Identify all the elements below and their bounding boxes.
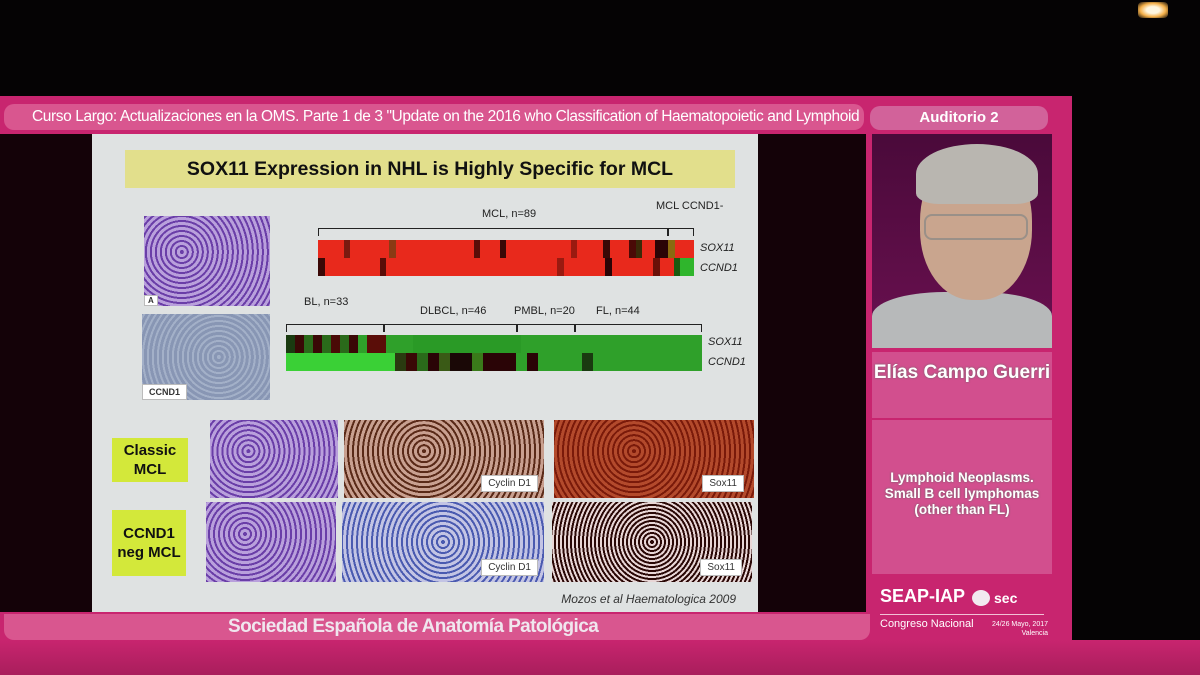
congress-label: Congreso Nacional	[880, 618, 974, 630]
group-label-mcl: MCL, n=89	[482, 208, 537, 220]
heatmap-mcl-sox11	[318, 240, 695, 258]
speaker-shirt	[872, 292, 1052, 348]
speaker-glasses	[924, 214, 1028, 240]
heatmap-mcl-ccnd1	[318, 258, 695, 276]
bracket-dlbcl	[384, 324, 517, 332]
screen-bottom-frame	[0, 640, 1200, 675]
room-label: Auditorio 2	[870, 106, 1048, 130]
micrograph-classic-he	[210, 420, 338, 498]
date-text: 24/26 Mayo, 2017	[991, 621, 1048, 628]
micrograph-he: A	[144, 216, 270, 306]
talk-topic: Lymphoid Neoplasms. Small B cell lymphom…	[872, 420, 1052, 574]
micrograph-classic-cyclin-d1: Cyclin D1	[344, 420, 544, 498]
bracket-mcl-ccnd1-neg	[668, 228, 694, 236]
gene-label-sox11: SOX11	[700, 242, 735, 254]
stain-label: Cyclin D1	[481, 475, 538, 492]
micrograph-neg-sox11: Sox11	[552, 502, 752, 582]
gene-label-ccnd1: CCND1	[708, 356, 746, 368]
group-label-pmbl: PMBL, n=20	[514, 305, 575, 317]
citation: Mozos et al Haematologica 2009	[561, 592, 736, 606]
micrograph-ccnd1: CCND1	[142, 314, 270, 400]
speaker-hair	[916, 144, 1038, 204]
congress-logo: SEAP-IAP sec Congreso Nacional 24/26 May…	[872, 580, 1052, 646]
micrograph-label: A	[144, 295, 158, 306]
speaker-panel: Elías Campo Guerri Lymphoid Neoplasms. S…	[868, 134, 1056, 644]
logo-sec: sec	[994, 590, 1018, 606]
bracket-bl	[286, 324, 384, 332]
micrograph-label: CCND1	[142, 384, 188, 400]
speaker-video	[872, 134, 1052, 348]
micrograph-neg-he	[206, 502, 336, 582]
course-title-bar: Curso Largo: Actualizaciones en la OMS. …	[4, 104, 864, 130]
stain-label: Sox11	[702, 475, 744, 492]
ceiling-light	[1138, 2, 1168, 18]
stain-label: Sox11	[700, 559, 742, 576]
logo-seap-iap: SEAP-IAP	[880, 586, 966, 606]
society-footer: Sociedad Española de Anatomía Patológica	[4, 614, 870, 640]
group-label-dlbcl: DLBCL, n=46	[420, 305, 487, 317]
sec-logo-icon	[972, 590, 990, 606]
speaker-name: Elías Campo Guerri	[872, 352, 1052, 418]
logo-divider	[880, 614, 1044, 615]
tag-classic-mcl: Classic MCL	[112, 438, 188, 482]
presentation-slide: SOX11 Expression in NHL is Highly Specif…	[92, 134, 758, 612]
gene-label-sox11: SOX11	[708, 336, 743, 348]
tag-ccnd1-neg-mcl: CCND1 neg MCL	[112, 510, 186, 576]
micrograph-classic-sox11: Sox11	[554, 420, 754, 498]
heatmap-nhl-sox11	[286, 335, 703, 353]
bracket-mcl	[318, 228, 668, 236]
group-label-fl: FL, n=44	[596, 305, 640, 317]
gene-label-ccnd1: CCND1	[700, 262, 738, 274]
slide-title: SOX11 Expression in NHL is Highly Specif…	[125, 150, 735, 188]
micrograph-neg-cyclin-d1: Cyclin D1	[342, 502, 544, 582]
city-text: Valencia	[1021, 630, 1048, 637]
congress-date: 24/26 Mayo, 2017 Valencia	[988, 620, 1048, 638]
group-label-mcl-ccnd1-neg: MCL CCND1-	[656, 200, 724, 212]
bracket-pmbl	[517, 324, 575, 332]
heatmap-nhl-ccnd1	[286, 353, 703, 371]
group-label-bl: BL, n=33	[304, 296, 349, 308]
bracket-fl	[575, 324, 702, 332]
stain-label: Cyclin D1	[481, 559, 538, 576]
